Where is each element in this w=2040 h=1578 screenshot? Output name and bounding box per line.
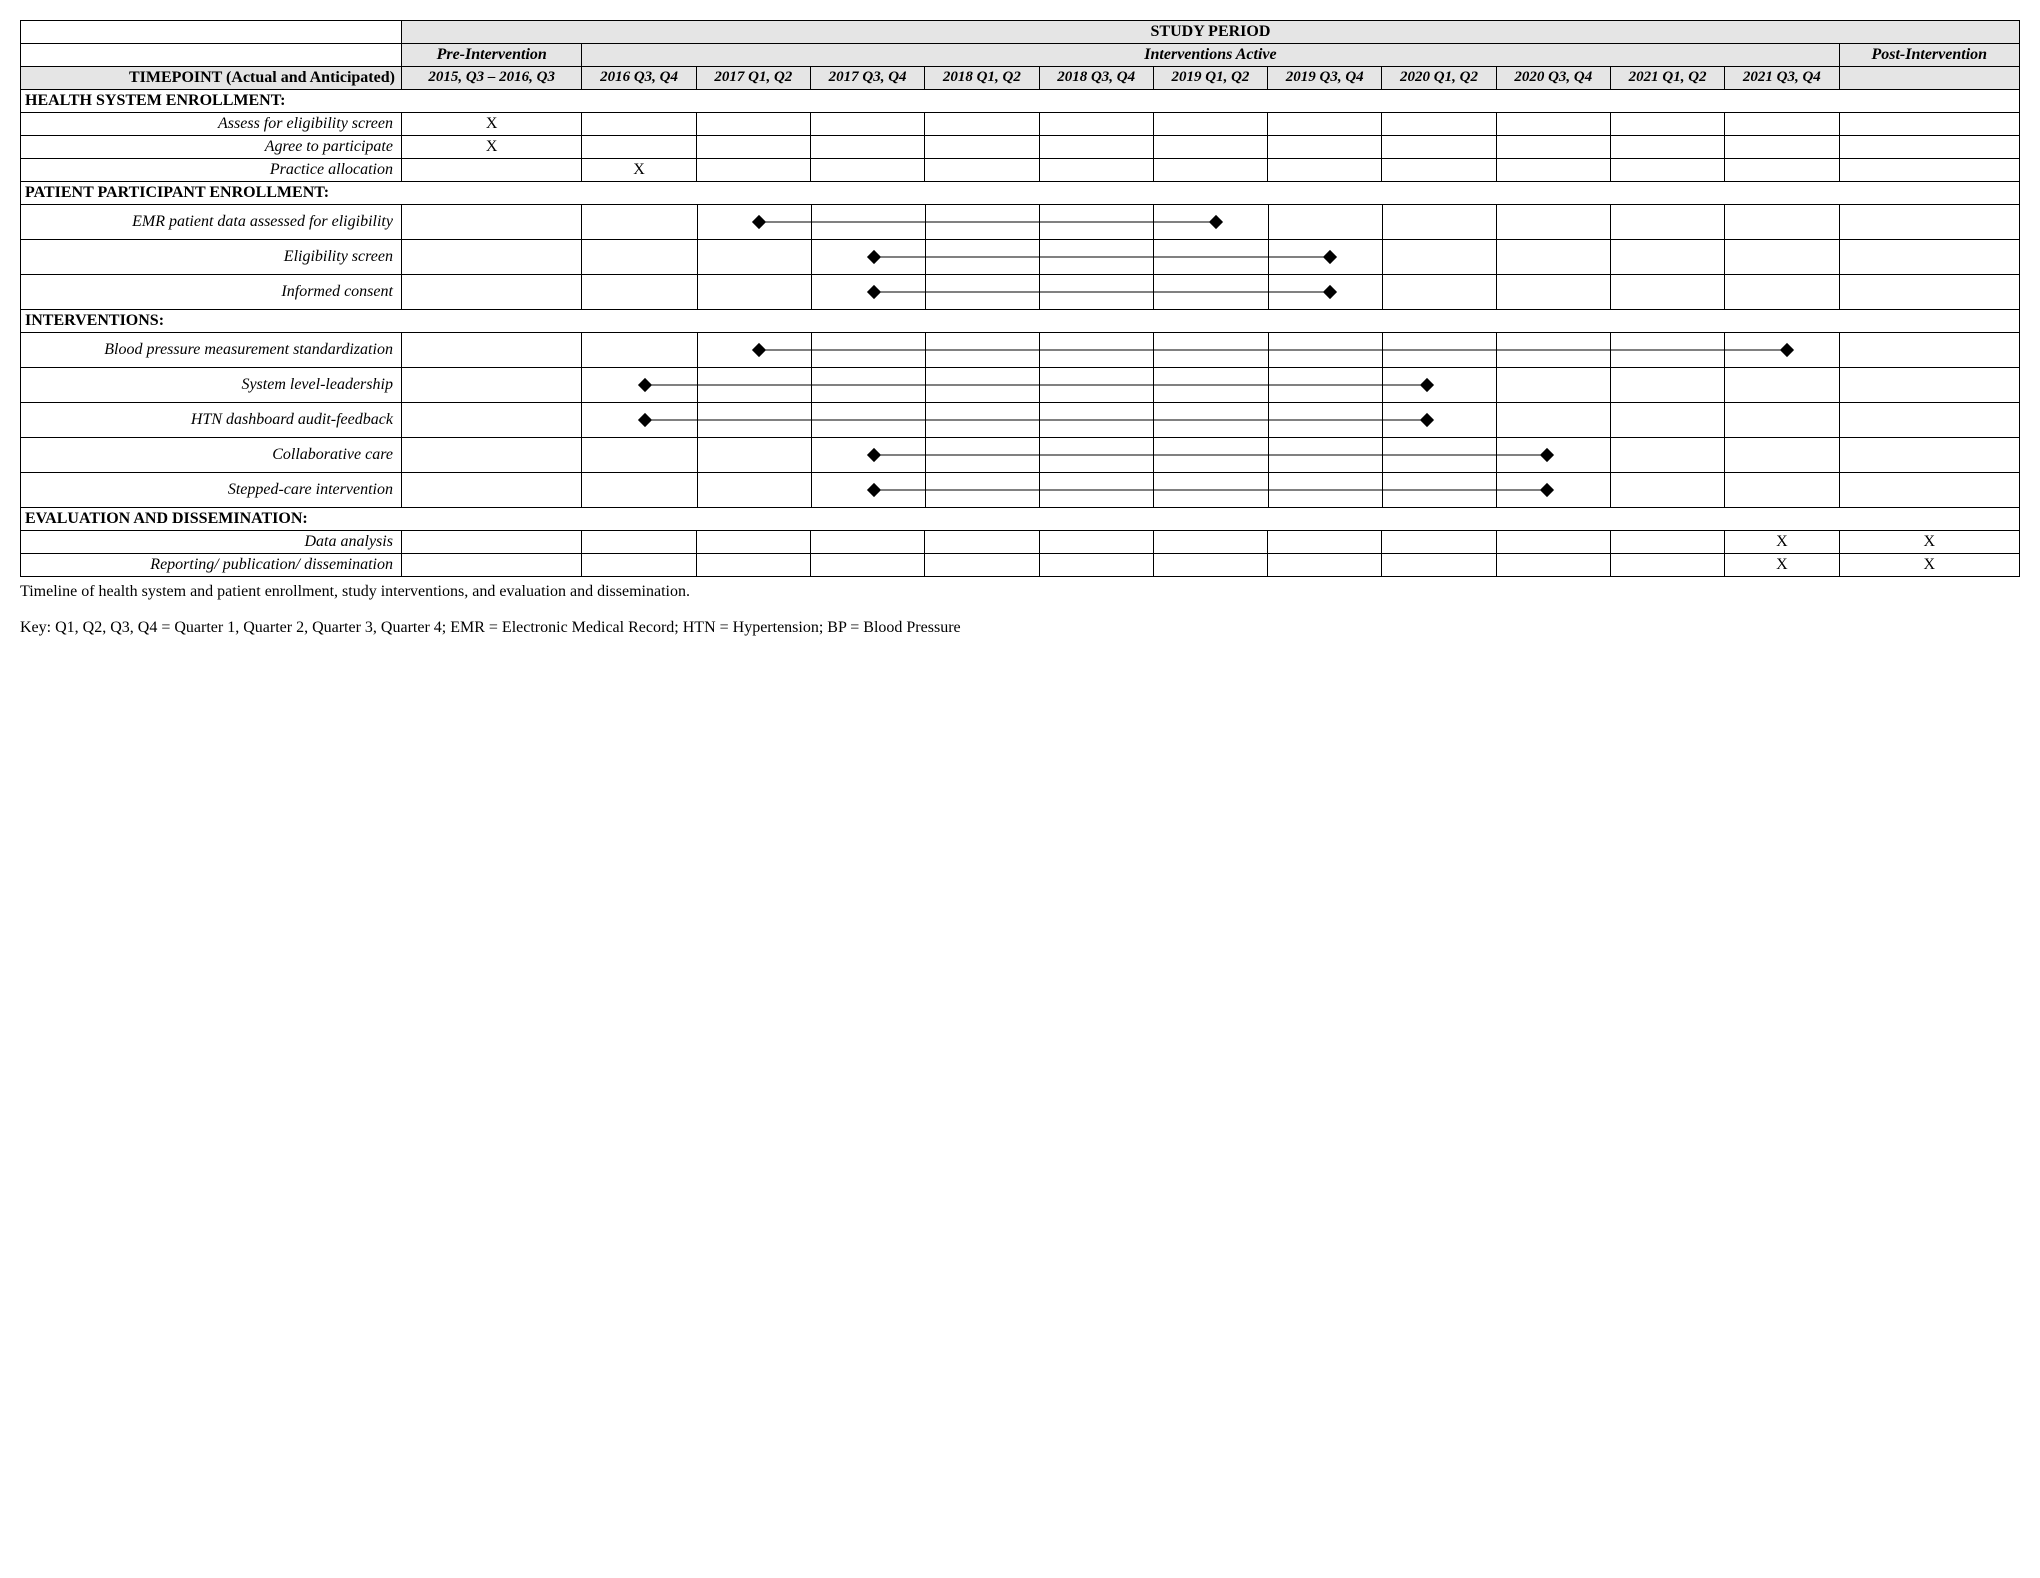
section-health: HEALTH SYSTEM ENROLLMENT:: [21, 90, 1382, 113]
q-2017-q1q2: 2017 Q1, Q2: [696, 67, 810, 90]
cell-report-2021q3: X: [1725, 554, 1839, 577]
post-blank: [1839, 67, 2020, 90]
diamond-icon: [1420, 413, 1434, 427]
label-dashboard: HTN dashboard audit-feedback: [21, 403, 402, 438]
row-elig-screen: Eligibility screen: [21, 240, 2020, 275]
row-emr: EMR patient data assessed for eligibilit…: [21, 205, 2020, 240]
cell-practice-q0: X: [582, 159, 696, 182]
blank-header-2: [21, 44, 402, 67]
row-reporting: Reporting/ publication/ dissemination X …: [21, 554, 2020, 577]
diamond-icon: [1209, 215, 1223, 229]
section-interv: INTERVENTIONS:: [21, 310, 2020, 333]
pre-range: 2015, Q3 – 2016, Q3: [401, 67, 581, 90]
timepoint-label: TIMEPOINT (Actual and Anticipated): [21, 67, 402, 90]
diamond-icon: [867, 285, 881, 299]
interventions-active-header: Interventions Active: [582, 44, 1839, 67]
diamond-icon: [1540, 448, 1554, 462]
q-2021-q3q4: 2021 Q3, Q4: [1725, 67, 1839, 90]
timeline-emr: [582, 205, 1839, 240]
diamond-icon: [752, 215, 766, 229]
q-2020-q1q2: 2020 Q1, Q2: [1382, 67, 1496, 90]
figure-key: Key: Q1, Q2, Q3, Q4 = Quarter 1, Quarter…: [20, 619, 2020, 637]
blank-header: [21, 21, 402, 44]
study-period-header: STUDY PERIOD: [401, 21, 2019, 44]
diamond-icon: [1323, 285, 1337, 299]
q-2019-q1q2: 2019 Q1, Q2: [1153, 67, 1267, 90]
q-2018-q1q2: 2018 Q1, Q2: [925, 67, 1039, 90]
diamond-icon: [752, 343, 766, 357]
label-bp: Blood pressure measurement standardizati…: [21, 333, 402, 368]
label-data-analysis: Data analysis: [21, 531, 402, 554]
row-bp: Blood pressure measurement standardizati…: [21, 333, 2020, 368]
cell-data-post: X: [1839, 531, 2020, 554]
diamond-icon: [1420, 378, 1434, 392]
study-timeline-table: STUDY PERIOD Pre-Intervention Interventi…: [20, 20, 2020, 577]
row-collab: Collaborative care: [21, 438, 2020, 473]
label-consent: Informed consent: [21, 275, 402, 310]
figure-caption: Timeline of health system and patient en…: [20, 583, 2020, 601]
q-2021-q1q2: 2021 Q1, Q2: [1610, 67, 1724, 90]
q-2017-q3q4: 2017 Q3, Q4: [810, 67, 924, 90]
label-practice-alloc: Practice allocation: [21, 159, 402, 182]
diamond-icon: [638, 413, 652, 427]
row-data-analysis: Data analysis X X: [21, 531, 2020, 554]
diamond-icon: [867, 448, 881, 462]
label-assess-screen: Assess for eligibility screen: [21, 113, 402, 136]
timeline-bp: [582, 333, 1839, 368]
label-stepped: Stepped-care intervention: [21, 473, 402, 508]
cell-assess-pre: X: [401, 113, 581, 136]
row-practice-alloc: Practice allocation X: [21, 159, 2020, 182]
timeline-consent: [582, 275, 1839, 310]
q-2016-q3q4: 2016 Q3, Q4: [582, 67, 696, 90]
diamond-icon: [867, 250, 881, 264]
timeline-leadership: [582, 368, 1839, 403]
timeline-stepped: [582, 473, 1839, 508]
q-2018-q3q4: 2018 Q3, Q4: [1039, 67, 1153, 90]
cell-data-2021q3: X: [1725, 531, 1839, 554]
row-consent: Informed consent: [21, 275, 2020, 310]
diamond-icon: [867, 483, 881, 497]
timeline-elig: [582, 240, 1839, 275]
q-2019-q3q4: 2019 Q3, Q4: [1268, 67, 1382, 90]
diamond-icon: [1780, 343, 1794, 357]
row-agree: Agree to participate X: [21, 136, 2020, 159]
section-patient: PATIENT PARTICIPANT ENROLLMENT:: [21, 182, 2020, 205]
section-eval: EVALUATION AND DISSEMINATION:: [21, 508, 2020, 531]
label-reporting: Reporting/ publication/ dissemination: [21, 554, 402, 577]
pre-intervention-header: Pre-Intervention: [401, 44, 581, 67]
diamond-icon: [1323, 250, 1337, 264]
label-agree: Agree to participate: [21, 136, 402, 159]
diamond-icon: [1540, 483, 1554, 497]
label-emr: EMR patient data assessed for eligibilit…: [21, 205, 402, 240]
label-collab: Collaborative care: [21, 438, 402, 473]
row-assess-screen: Assess for eligibility screen X: [21, 113, 2020, 136]
row-leadership: System level-leadership: [21, 368, 2020, 403]
cell-agree-pre: X: [401, 136, 581, 159]
timeline-dashboard: [582, 403, 1839, 438]
timeline-collab: [582, 438, 1839, 473]
label-elig-screen: Eligibility screen: [21, 240, 402, 275]
row-stepped: Stepped-care intervention: [21, 473, 2020, 508]
row-dashboard: HTN dashboard audit-feedback: [21, 403, 2020, 438]
q-2020-q3q4: 2020 Q3, Q4: [1496, 67, 1610, 90]
label-leadership: System level-leadership: [21, 368, 402, 403]
cell-report-post: X: [1839, 554, 2020, 577]
post-intervention-header: Post-Intervention: [1839, 44, 2020, 67]
diamond-icon: [638, 378, 652, 392]
